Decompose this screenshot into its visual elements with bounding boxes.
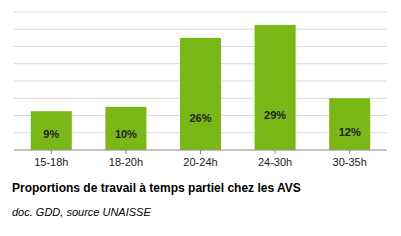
x-tick-label: 30-35h [333,156,367,168]
bars [31,25,370,150]
subtitle: doc. GDD, source UNAISSE [12,206,151,218]
bar [31,111,72,150]
chart-container: 9% 10% 26% 29% 12% 15-18h 18-20h 20-24h 24-30h 30… [0,0,401,236]
x-tick-label: 24-30h [258,156,292,168]
grid-line [14,12,387,13]
x-tick [125,150,126,154]
data-label: 9% [43,128,59,140]
chart-svg: 9% 10% 26% 29% 12% 15-18h 18-20h 20-24h 24-30h 30… [0,0,401,236]
x-tick-label: 18-20h [109,156,143,168]
title: Proportions de travail à temps partiel c… [12,181,301,195]
x-tick [51,150,52,154]
bar [329,98,370,150]
bar [105,107,146,150]
x-tick-label: 15-18h [34,156,68,168]
x-tick-label: 20-24h [183,156,217,168]
data-label: 26% [189,112,211,124]
grid-line [14,29,387,30]
data-label: 10% [115,128,137,140]
x-tick [200,150,201,154]
bar [180,38,221,150]
data-label: 29% [264,109,286,121]
data-label: 12% [339,126,361,138]
x-tick [275,150,276,154]
x-tick [349,150,350,154]
bar [255,25,296,150]
